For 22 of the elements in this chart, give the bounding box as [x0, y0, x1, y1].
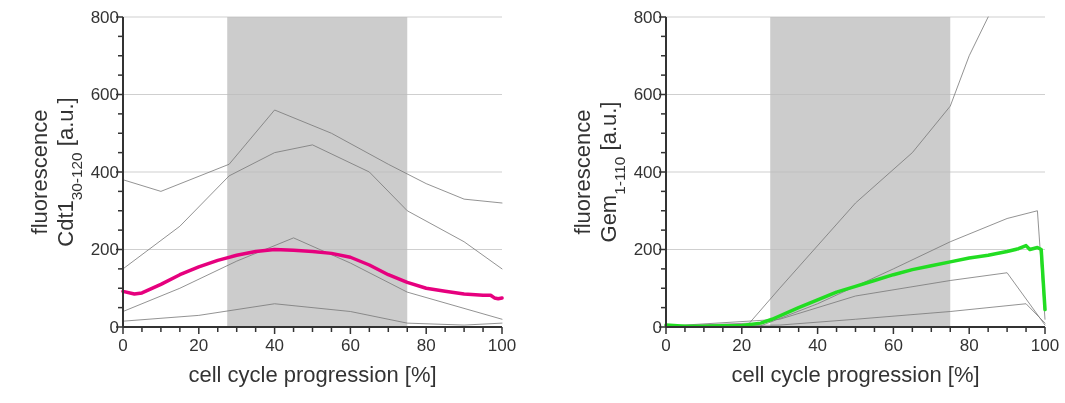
x-tick-label: 40 — [265, 336, 285, 355]
y-tick-label: 600 — [633, 85, 662, 105]
y-tick-label: 0 — [109, 317, 119, 337]
y-tick-label: 600 — [90, 85, 119, 105]
x-tick-label: 100 — [487, 336, 517, 355]
x-tick-label: 80 — [959, 336, 979, 355]
y-tick-label: 200 — [90, 240, 119, 260]
x-tick-label: 60 — [883, 336, 903, 355]
x-tick-label: 80 — [416, 336, 436, 355]
x-tick-label: 20 — [189, 336, 209, 355]
y-tick-label: 0 — [652, 317, 662, 337]
x-axis-title: cell cycle progression [%] — [188, 362, 437, 387]
y-tick-label: 800 — [633, 7, 662, 27]
x-axis-title: cell cycle progression [%] — [731, 362, 980, 387]
y-tick-label: 800 — [90, 7, 119, 27]
x-tick-label: 20 — [732, 336, 752, 355]
y-tick-label: 400 — [90, 162, 119, 182]
x-tick-label: 60 — [340, 336, 360, 355]
y-tick-label: 400 — [633, 162, 662, 182]
x-tick-label: 40 — [808, 336, 828, 355]
x-tick-label: 100 — [1030, 336, 1060, 355]
y-tick-label: 200 — [633, 240, 662, 260]
